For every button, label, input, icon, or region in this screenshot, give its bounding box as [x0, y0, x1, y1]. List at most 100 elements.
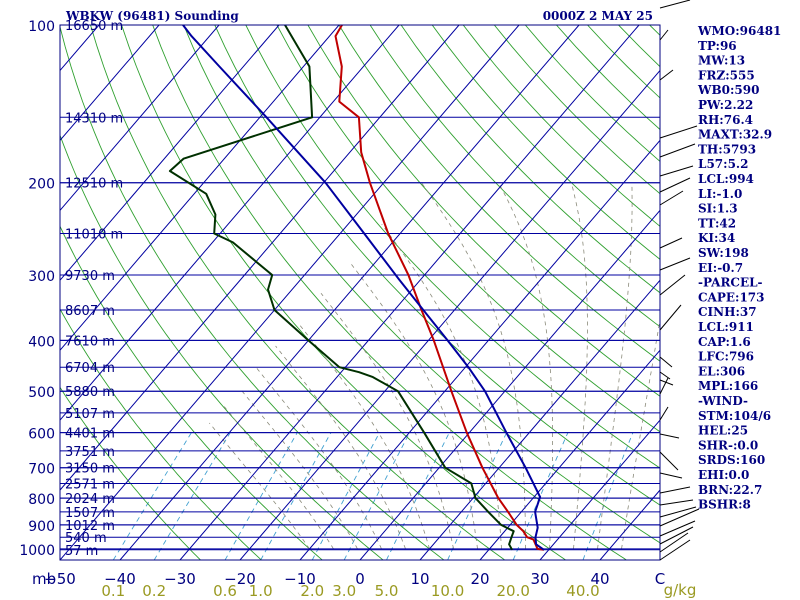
- temperature-tick-label: −40: [104, 570, 136, 588]
- plot-frame: [59, 24, 661, 561]
- moist-adiabat: [421, 182, 526, 549]
- wind-barb: [659, 379, 674, 386]
- wind-barb: [659, 257, 691, 271]
- index-text: STM:104/6: [698, 409, 771, 423]
- index-text: PW:2.22: [698, 98, 753, 112]
- index-text: CAP:1.6: [698, 335, 751, 349]
- wind-barb: [659, 177, 691, 193]
- dry-adiabat: [60, 25, 445, 560]
- mixing-ratio-line: [512, 432, 569, 560]
- isotherm: [60, 25, 400, 421]
- sounding-indices: WMO:96481TP:96MW:13FRZ:555WB0:590PW:2.22…: [697, 24, 781, 512]
- mixing-ratio-label: 40.0: [566, 582, 599, 600]
- wind-barb: [659, 532, 689, 553]
- temperature-tick-label: 40: [590, 570, 609, 588]
- moist-adiabat: [621, 317, 660, 549]
- isotherm: [60, 25, 160, 142]
- height-label: 8607 m: [65, 304, 115, 319]
- temperature-tick-label: −50: [44, 570, 76, 588]
- wind-barb: [659, 406, 669, 421]
- mixing-ratio-label: 20.0: [496, 582, 529, 600]
- temperature-tick-label: 30: [530, 570, 549, 588]
- wind-barb: [659, 69, 674, 81]
- height-label: 2571 m: [65, 477, 115, 492]
- wind-barb: [659, 508, 700, 527]
- wind-barb: [659, 377, 669, 395]
- pressure-tick-label: 800: [28, 492, 55, 508]
- mixing-ratio-label: 0.6: [213, 582, 237, 600]
- wind-barb: [659, 237, 683, 249]
- index-text: MW:13: [698, 54, 745, 68]
- station-title: WBKW (96481) Sounding: [65, 9, 239, 23]
- mixing-ratio-line: [311, 432, 380, 560]
- mixing-ratio-label: 0.1: [101, 582, 125, 600]
- index-text: MPL:166: [698, 379, 758, 393]
- temperature-tick-label: −10: [284, 570, 316, 588]
- wind-barb: [659, 304, 682, 331]
- height-label: 6704 m: [65, 361, 115, 376]
- wind-barb: [659, 143, 696, 158]
- wind-barb: [659, 29, 669, 41]
- wind-barb: [659, 190, 684, 206]
- height-label: 1507 m: [65, 506, 115, 521]
- temperature-tick-label: C: [655, 570, 665, 588]
- dry-adiabat: [276, 25, 660, 433]
- isotherm: [419, 279, 660, 560]
- wind-barb: [659, 356, 673, 368]
- wind-barb: [659, 472, 683, 479]
- index-text: EI:-0.7: [698, 261, 743, 275]
- pressure-tick-label: 200: [28, 177, 55, 193]
- isotherm: [299, 139, 660, 560]
- wind-barb: [659, 165, 694, 177]
- mixing-ratio-line: [343, 432, 410, 560]
- index-text: -WIND-: [698, 394, 748, 408]
- mixing-ratio-label: 0.2: [142, 582, 166, 600]
- height-label: 57 m: [65, 544, 98, 559]
- isotherm: [60, 25, 520, 560]
- wind-barbs: [659, 0, 700, 561]
- isotherm: [239, 69, 660, 560]
- moist-adiabat: [297, 322, 430, 550]
- wind-barb: [659, 371, 671, 380]
- mixing-ratio-line: [153, 432, 231, 560]
- isotherm: [60, 25, 280, 282]
- wind-barb: [659, 520, 696, 537]
- pressure-tick-label: 400: [28, 334, 55, 350]
- pressure-tick-label: 1000: [19, 543, 55, 559]
- wind-barb: [659, 506, 697, 518]
- pressure-tick-label: 900: [28, 519, 55, 535]
- index-text: EHI:0.0: [698, 468, 749, 482]
- dry-adiabat: [60, 225, 323, 560]
- moist-adiabat: [320, 292, 454, 549]
- index-text: CAPE:173: [698, 290, 765, 304]
- wind-barb: [659, 125, 698, 139]
- height-label: 14310 m: [65, 111, 123, 126]
- index-text: RH:76.4: [698, 113, 753, 127]
- profile-lines: [168, 25, 545, 551]
- wind-barb: [659, 0, 691, 9]
- isotherm: [539, 419, 660, 560]
- height-label: 12510 m: [65, 177, 123, 192]
- moist-adiabat: [240, 388, 358, 550]
- index-text: WB0:590: [697, 83, 759, 97]
- pressure-tick-label: 500: [28, 385, 55, 401]
- index-text: LFC:796: [698, 350, 754, 364]
- moist-adiabat: [570, 182, 588, 549]
- wind-barb: [659, 486, 691, 494]
- dry-adiabat: [90, 25, 505, 560]
- mixing-ratio-line: [112, 432, 192, 560]
- dry-adiabat: [60, 308, 262, 560]
- index-text: EL:306: [698, 364, 745, 378]
- index-text: TT:42: [698, 216, 736, 230]
- index-text: WMO:96481: [697, 24, 781, 38]
- mixing-ratio-line: [224, 432, 298, 560]
- index-text: SW:198: [698, 246, 749, 260]
- wind-barb: [659, 433, 680, 439]
- wind-barb: [659, 539, 691, 561]
- isotherm: [359, 209, 660, 560]
- dry-adiabat: [431, 25, 660, 260]
- isotherm: [479, 349, 660, 560]
- isotherm: [119, 25, 580, 560]
- pressure-tick-label: 600: [28, 427, 55, 443]
